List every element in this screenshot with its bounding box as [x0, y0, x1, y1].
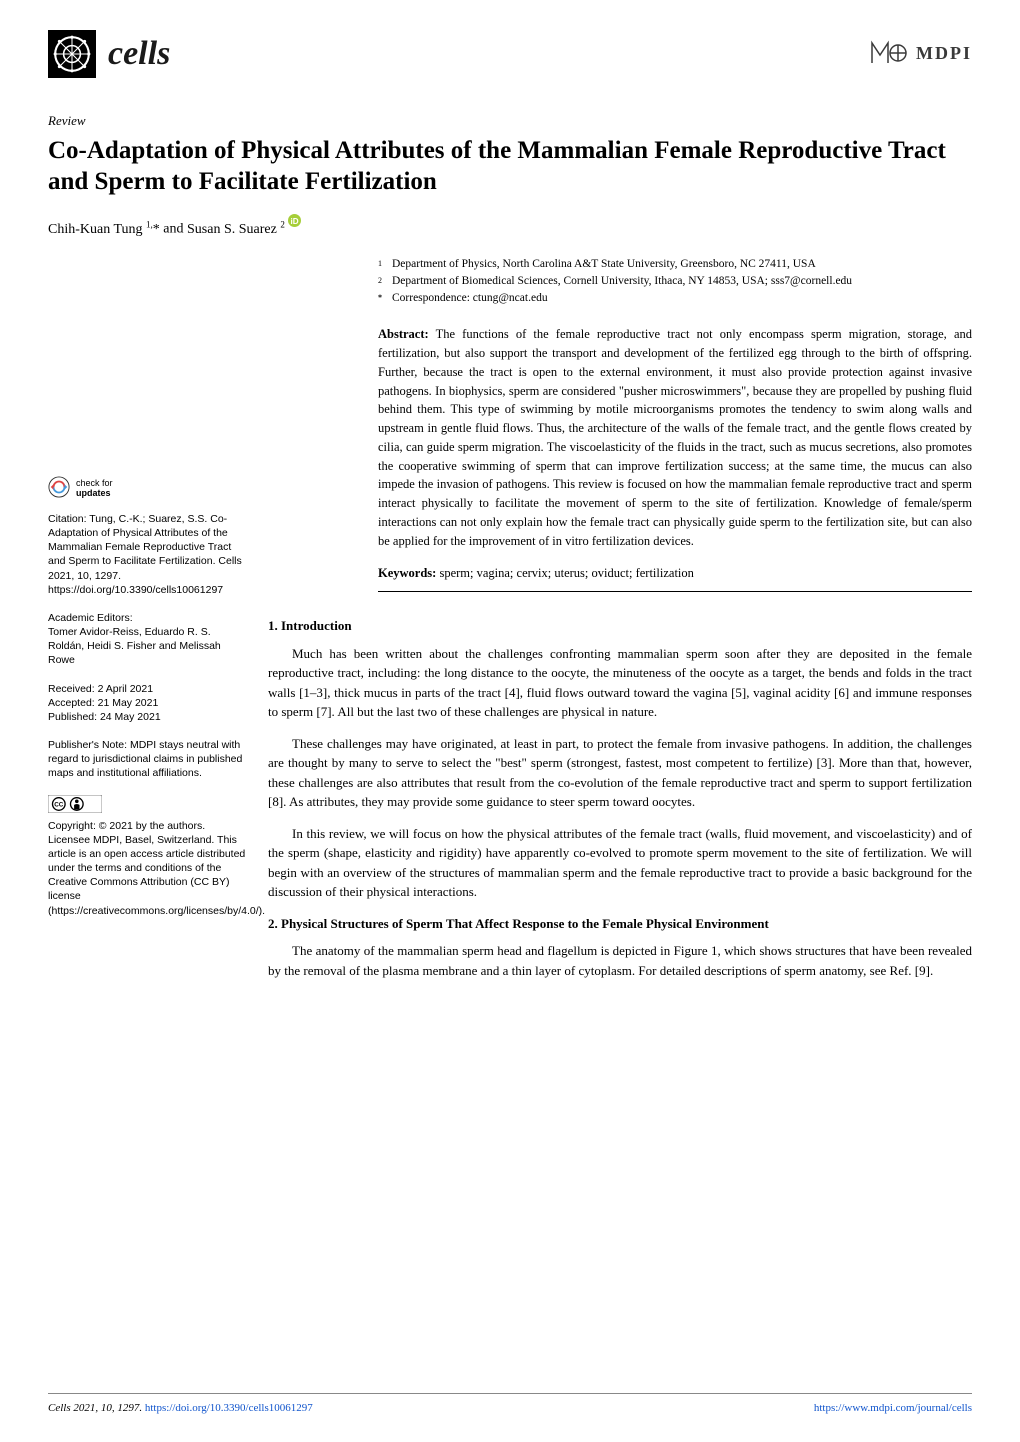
- citation-text: Citation: Tung, C.-K.; Suarez, S.S. Co-A…: [48, 513, 242, 596]
- article-type: Review: [48, 111, 972, 131]
- sidebar: check forupdates Citation: Tung, C.-K.; …: [48, 256, 248, 993]
- footer-left: Cells 2021, 10, 1297. https://doi.org/10…: [48, 1400, 313, 1417]
- dates-block: Received: 2 April 2021 Accepted: 21 May …: [48, 682, 248, 725]
- section-1-para-2: These challenges may have originated, at…: [268, 734, 972, 812]
- editors-names: Tomer Avidor-Reiss, Eduardo R. S. Roldán…: [48, 626, 221, 666]
- date-accepted: Accepted: 21 May 2021: [48, 697, 158, 709]
- abstract-label: Abstract:: [378, 327, 429, 341]
- footer-citation: Cells 2021, 10, 1297.: [48, 1402, 145, 1414]
- svg-text:iD: iD: [291, 217, 299, 226]
- affiliation-1: 1Department of Physics, North Carolina A…: [378, 256, 972, 273]
- publishers-note: Publisher's Note: MDPI stays neutral wit…: [48, 739, 242, 779]
- journal-brand: cells: [48, 28, 170, 79]
- orcid-icon[interactable]: iD: [288, 213, 301, 226]
- author-2: Susan S. Suarez 2: [187, 222, 285, 237]
- svg-text:CC: CC: [54, 801, 64, 808]
- abstract-text: The functions of the female reproductive…: [378, 327, 972, 547]
- page-footer: Cells 2021, 10, 1297. https://doi.org/10…: [48, 1393, 972, 1417]
- editors-block: Academic Editors: Tomer Avidor-Reiss, Ed…: [48, 611, 248, 668]
- keywords-text: sperm; vagina; cervix; uterus; oviduct; …: [439, 566, 693, 580]
- affiliation-2: 2Department of Biomedical Sciences, Corn…: [378, 273, 972, 290]
- check-updates-icon: [48, 476, 70, 502]
- article-title: Co-Adaptation of Physical Attributes of …: [48, 135, 972, 198]
- section-2-heading: 2. Physical Structures of Sperm That Aff…: [268, 914, 972, 934]
- date-published: Published: 24 May 2021: [48, 711, 161, 723]
- journal-logo-icon: [48, 30, 96, 78]
- author-1: Chih-Kuan Tung 1,*: [48, 222, 160, 237]
- cc-license-badge[interactable]: CC: [48, 795, 248, 813]
- correspondence: *Correspondence: ctung@ncat.edu: [378, 290, 972, 307]
- section-1-para-3: In this review, we will focus on how the…: [268, 824, 972, 902]
- page-header: cells MDPI: [0, 0, 1020, 87]
- copyright-block: Copyright: © 2021 by the authors. Licens…: [48, 819, 248, 918]
- keywords-label: Keywords:: [378, 566, 436, 580]
- copyright-text: Copyright: © 2021 by the authors. Licens…: [48, 820, 265, 917]
- publisher-logo: MDPI: [868, 35, 972, 73]
- author-line: Chih-Kuan Tung 1,* and Susan S. Suarez 2…: [48, 213, 972, 240]
- content-column: 1Department of Physics, North Carolina A…: [268, 256, 972, 993]
- divider-line: [378, 591, 972, 592]
- section-1-heading: 1. Introduction: [268, 616, 972, 636]
- date-received: Received: 2 April 2021: [48, 683, 153, 695]
- publishers-note-block: Publisher's Note: MDPI stays neutral wit…: [48, 738, 248, 781]
- publisher-mark-icon: [868, 35, 912, 73]
- main-two-column: check forupdates Citation: Tung, C.-K.; …: [0, 256, 1020, 993]
- section-2-para-1: The anatomy of the mammalian sperm head …: [268, 941, 972, 980]
- citation-block: Citation: Tung, C.-K.; Suarez, S.S. Co-A…: [48, 512, 248, 597]
- keywords: Keywords: sperm; vagina; cervix; uterus;…: [268, 564, 972, 583]
- section-1-para-1: Much has been written about the challeng…: [268, 644, 972, 722]
- editors-label: Academic Editors:: [48, 612, 133, 624]
- footer-doi-link[interactable]: https://doi.org/10.3390/cells10061297: [145, 1402, 313, 1414]
- check-updates-label: check forupdates: [76, 479, 113, 499]
- author-and: and: [163, 222, 187, 237]
- journal-name: cells: [108, 28, 170, 79]
- footer-journal-link[interactable]: https://www.mdpi.com/journal/cells: [814, 1400, 972, 1417]
- publisher-name: MDPI: [916, 40, 972, 67]
- title-block: Review Co-Adaptation of Physical Attribu…: [0, 87, 1020, 256]
- affiliations: 1Department of Physics, North Carolina A…: [268, 256, 972, 308]
- check-for-updates[interactable]: check forupdates: [48, 476, 248, 502]
- cc-icon: CC: [48, 795, 102, 813]
- abstract: Abstract: The functions of the female re…: [268, 325, 972, 550]
